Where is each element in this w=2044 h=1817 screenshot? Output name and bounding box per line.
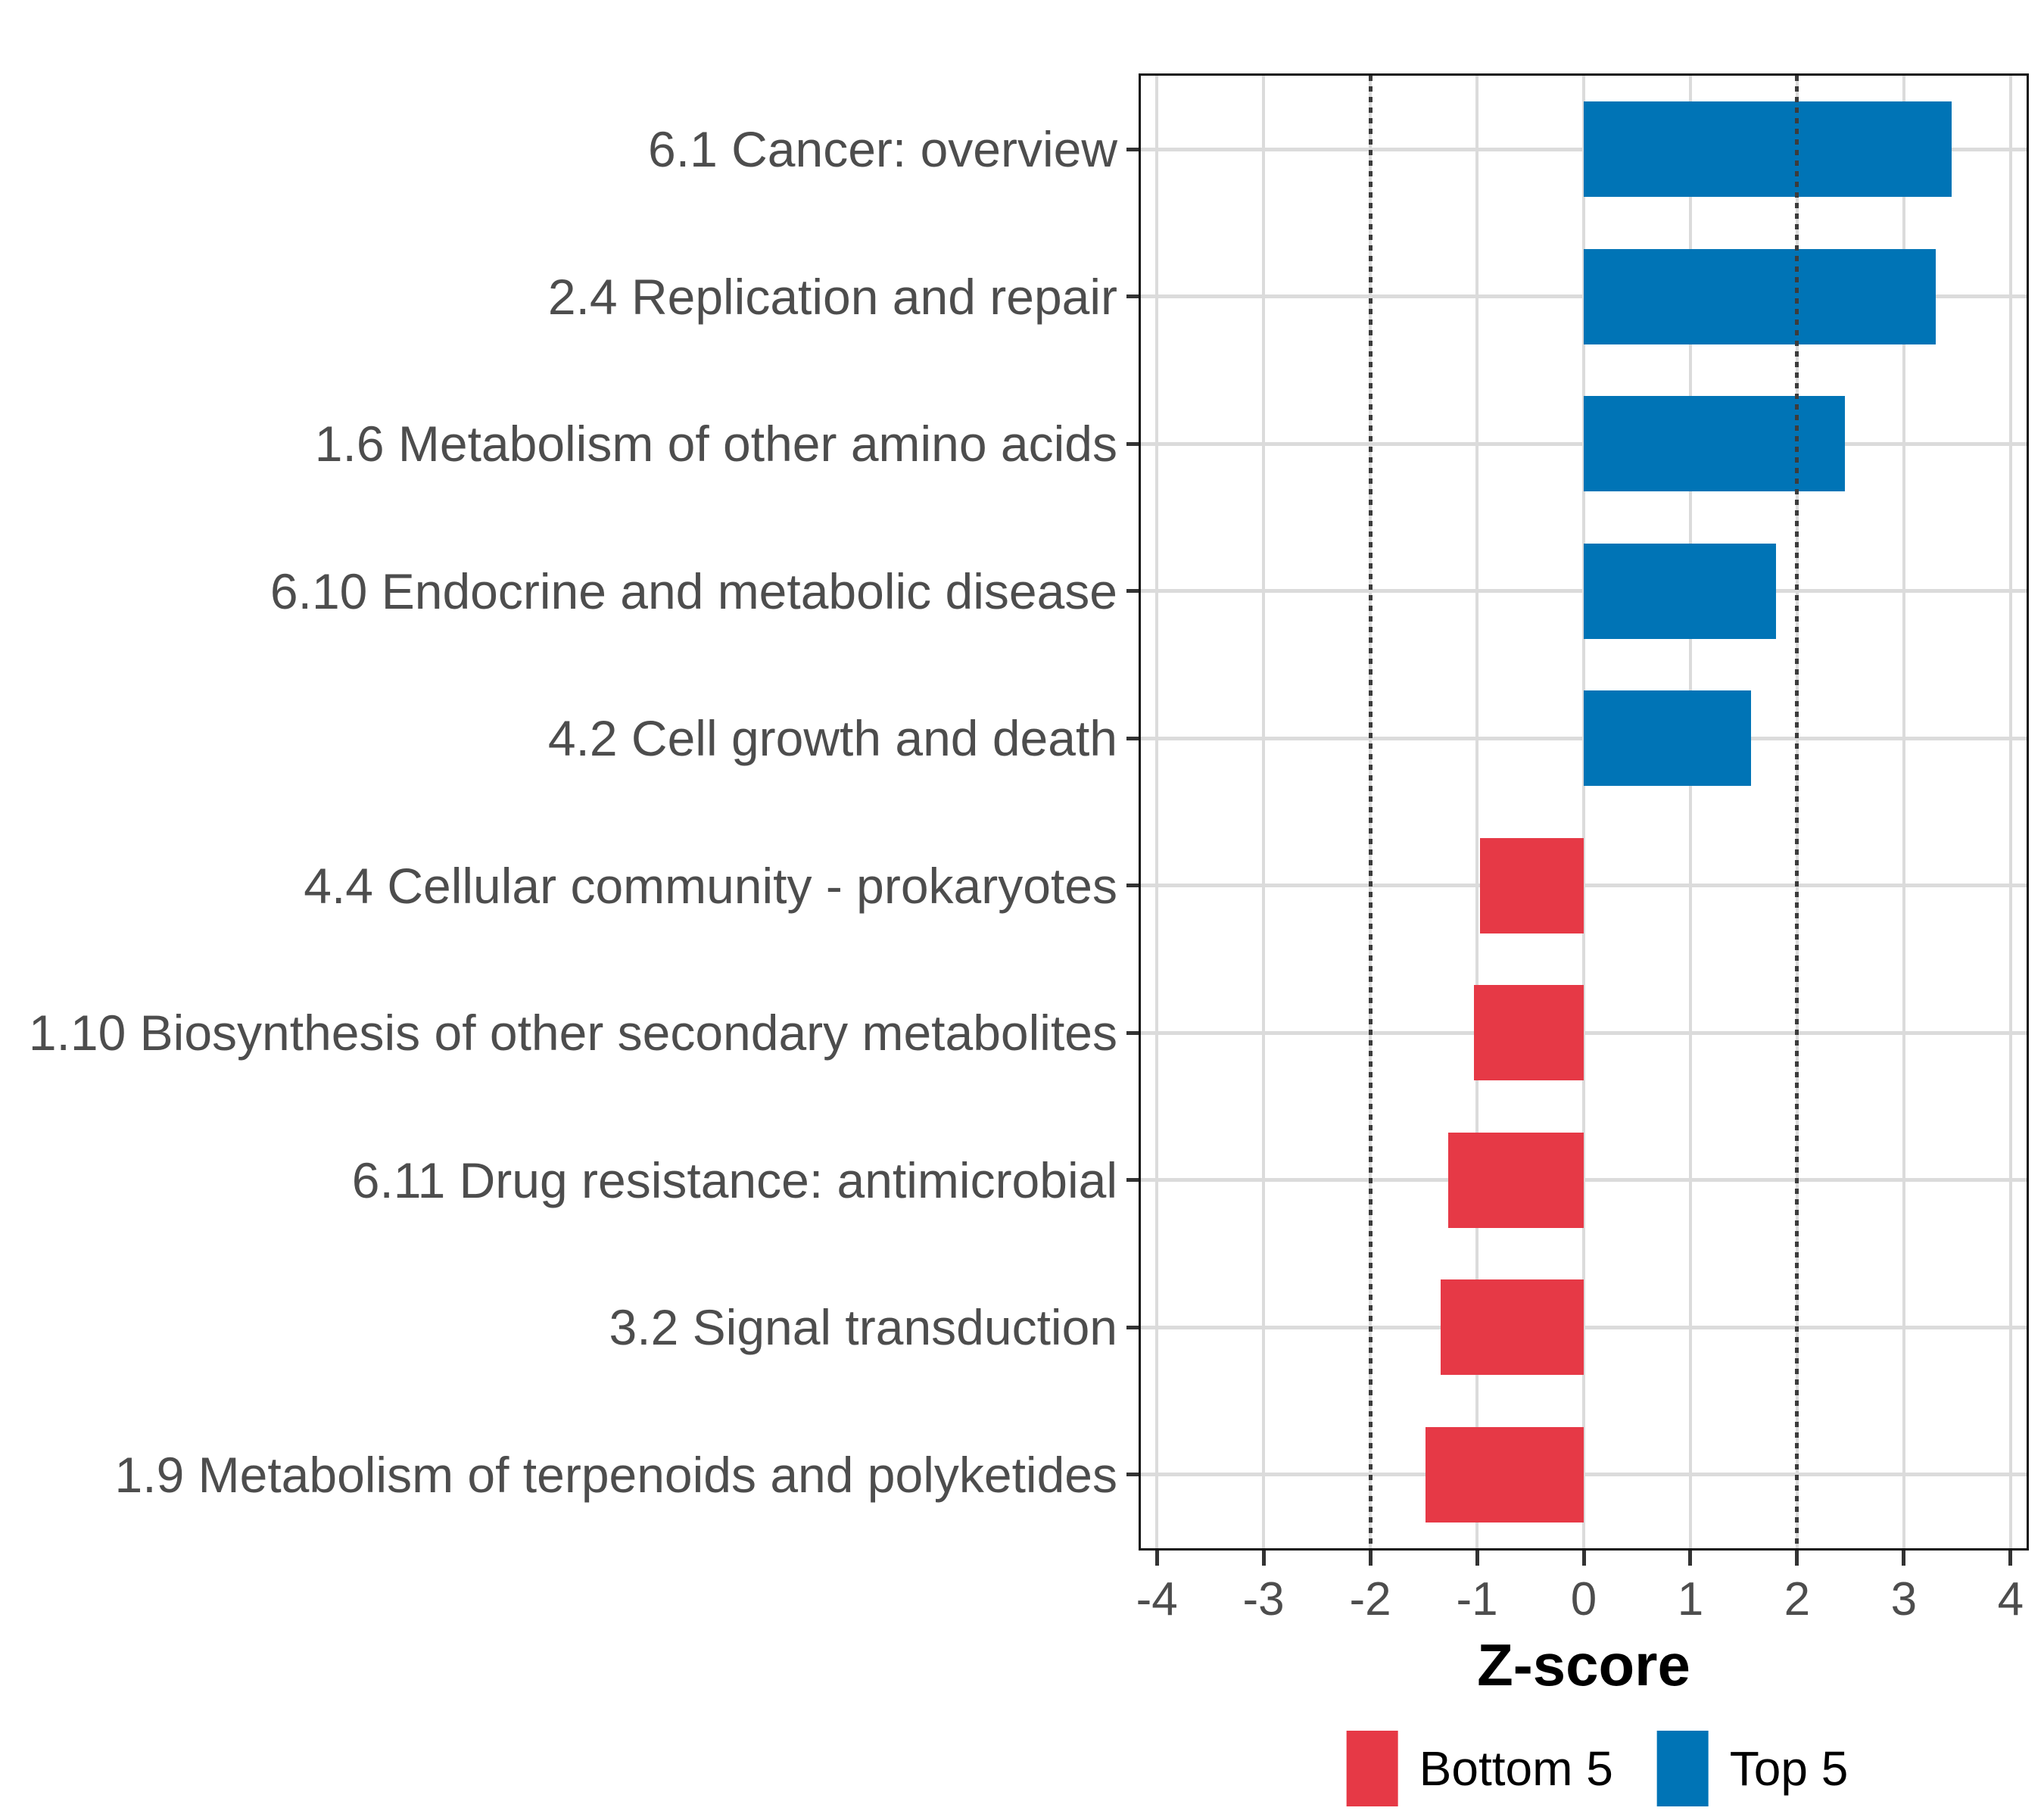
y-axis-tick	[1126, 736, 1139, 740]
x-axis-tick	[1154, 1551, 1159, 1566]
x-axis-tick	[1475, 1551, 1479, 1566]
legend-label: Top 5	[1729, 1741, 1849, 1796]
y-axis-tick	[1126, 589, 1139, 594]
x-axis-tick-label: 1	[1677, 1573, 1704, 1625]
y-axis-tick	[1126, 1325, 1139, 1329]
y-axis-category-label: 1.10 Biosynthesis of other secondary met…	[28, 1005, 1117, 1061]
bar	[1584, 690, 1752, 787]
legend-label: Bottom 5	[1419, 1741, 1613, 1796]
legend-item: Top 5	[1656, 1731, 1849, 1806]
legend: Bottom 5 Top 5	[1346, 1731, 1849, 1806]
y-axis-category-label: 3.2 Signal transduction	[609, 1299, 1117, 1356]
reference-line	[1795, 76, 1799, 1548]
y-axis-category-label: 1.6 Metabolism of other amino acids	[314, 416, 1117, 472]
bar	[1426, 1426, 1584, 1522]
x-axis-tick	[1688, 1551, 1693, 1566]
y-axis-tick	[1126, 1473, 1139, 1477]
bar	[1584, 543, 1776, 639]
y-axis-category-label: 4.2 Cell growth and death	[547, 710, 1117, 767]
x-gridline	[2008, 76, 2012, 1548]
x-axis-tick	[1368, 1551, 1373, 1566]
y-axis-tick	[1126, 295, 1139, 299]
bar	[1480, 837, 1584, 933]
bar	[1584, 101, 1952, 198]
x-axis-tick-label: -2	[1349, 1573, 1391, 1625]
legend-item: Bottom 5	[1346, 1731, 1613, 1806]
y-axis-tick	[1126, 1030, 1139, 1035]
x-gridline	[1902, 76, 1905, 1548]
plot-panel	[1139, 73, 2029, 1551]
x-axis-tick-label: 3	[1890, 1573, 1918, 1625]
bar	[1473, 985, 1584, 1081]
x-gridline	[1155, 76, 1159, 1548]
y-axis-tick	[1126, 147, 1139, 151]
y-axis-tick	[1126, 1178, 1139, 1183]
y-axis-tick	[1126, 884, 1139, 888]
x-axis-tick	[1795, 1551, 1799, 1566]
bar	[1584, 396, 1846, 492]
bar	[1584, 248, 1937, 344]
y-axis-category-label: 6.1 Cancer: overview	[648, 121, 1117, 178]
x-gridline	[1688, 76, 1692, 1548]
legend-swatch-top5	[1656, 1731, 1709, 1806]
y-axis-tick	[1126, 441, 1139, 446]
x-axis-tick-label: -4	[1136, 1573, 1178, 1625]
bar	[1441, 1279, 1584, 1376]
x-axis-tick-label: -3	[1242, 1573, 1285, 1625]
x-axis-tick-label: -1	[1456, 1573, 1498, 1625]
x-axis-tick	[2008, 1551, 2013, 1566]
legend-swatch-bottom5	[1346, 1731, 1398, 1806]
x-axis-tick-label: 0	[1570, 1573, 1597, 1625]
y-axis-category-label: 2.4 Replication and repair	[547, 268, 1117, 325]
reference-line	[1368, 76, 1373, 1548]
x-gridline	[1475, 76, 1479, 1548]
x-axis-tick	[1581, 1551, 1586, 1566]
x-axis-tick-label: 2	[1784, 1573, 1811, 1625]
x-gridline	[1262, 76, 1266, 1548]
x-axis-tick-label: 4	[1997, 1573, 2024, 1625]
x-axis-tick	[1261, 1551, 1266, 1566]
y-axis-category-label: 6.10 Endocrine and metabolic disease	[270, 563, 1117, 619]
x-gridline	[1582, 76, 1585, 1548]
bar	[1447, 1132, 1584, 1228]
y-axis-category-label: 4.4 Cellular community - prokaryotes	[304, 857, 1117, 914]
y-axis-category-label: 6.11 Drug resistance: antimicrobial	[351, 1152, 1117, 1208]
x-axis-title: Z-score	[1477, 1632, 1690, 1698]
x-axis-tick	[1902, 1551, 1906, 1566]
y-axis-category-label: 1.9 Metabolism of terpenoids and polyket…	[114, 1446, 1117, 1503]
